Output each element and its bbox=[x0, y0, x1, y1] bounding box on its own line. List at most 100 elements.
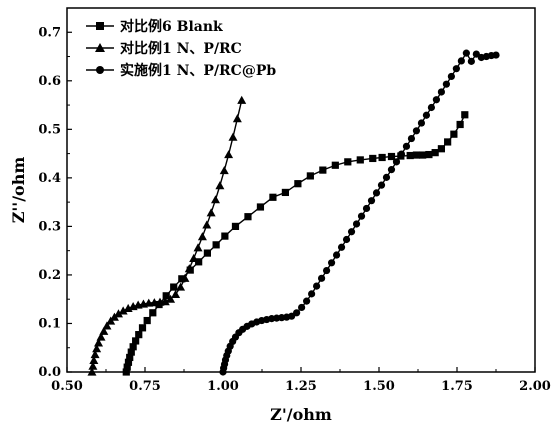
y-tick-label: 0.3 bbox=[38, 219, 61, 234]
triangle-marker bbox=[202, 220, 212, 229]
square-marker bbox=[212, 241, 220, 249]
circle-marker bbox=[308, 290, 316, 298]
triangle-marker bbox=[166, 294, 176, 303]
triangle-marker bbox=[193, 243, 203, 252]
circle-marker bbox=[462, 49, 470, 57]
square-marker bbox=[221, 232, 229, 240]
square-marker bbox=[461, 111, 469, 119]
x-tick-label: 2.00 bbox=[519, 379, 551, 394]
x-axis-title: Z'/ohm bbox=[270, 405, 332, 424]
square-marker bbox=[170, 283, 178, 291]
circle-marker bbox=[382, 173, 391, 181]
square-marker bbox=[294, 180, 302, 188]
square-marker bbox=[178, 275, 186, 283]
circle-marker bbox=[387, 166, 396, 174]
circle-marker bbox=[322, 266, 331, 275]
series-layer bbox=[87, 49, 500, 376]
square-marker bbox=[419, 151, 427, 159]
circle-marker bbox=[412, 127, 421, 135]
square-marker bbox=[126, 353, 134, 362]
square-marker bbox=[127, 348, 135, 356]
square-marker bbox=[450, 130, 458, 138]
circle-marker bbox=[317, 274, 326, 282]
square-marker bbox=[378, 153, 386, 162]
triangle-marker bbox=[224, 150, 234, 159]
circle-marker bbox=[362, 204, 371, 213]
square-marker bbox=[369, 154, 377, 163]
square-marker bbox=[143, 316, 151, 325]
square-marker bbox=[406, 151, 414, 160]
square-marker bbox=[124, 358, 133, 366]
circle-marker bbox=[313, 282, 321, 290]
circle-marker bbox=[442, 80, 450, 88]
triangle-marker bbox=[237, 95, 247, 104]
square-marker bbox=[256, 203, 265, 211]
series-circle bbox=[219, 49, 500, 376]
square-marker bbox=[356, 156, 364, 164]
triangle-marker bbox=[94, 338, 104, 347]
series-triangle bbox=[87, 95, 247, 376]
triangle-marker bbox=[89, 355, 99, 364]
triangle-marker bbox=[176, 282, 186, 291]
y-tick-label: 0.1 bbox=[38, 316, 61, 331]
circle-marker bbox=[96, 66, 104, 74]
circle-marker bbox=[467, 57, 475, 65]
square-marker bbox=[138, 324, 147, 332]
circle-marker bbox=[347, 228, 356, 236]
triangle-marker bbox=[87, 367, 97, 376]
square-marker bbox=[244, 213, 252, 221]
square-marker bbox=[387, 152, 396, 161]
circle-marker bbox=[377, 181, 386, 189]
triangle-marker bbox=[211, 195, 221, 204]
triangle-marker bbox=[118, 306, 128, 315]
y-tick-label: 0.6 bbox=[38, 74, 61, 89]
triangle-marker bbox=[92, 344, 102, 353]
square-marker bbox=[195, 258, 203, 266]
square-marker bbox=[456, 120, 464, 129]
square-marker bbox=[425, 150, 433, 159]
triangle-marker bbox=[96, 332, 106, 341]
square-marker bbox=[203, 249, 211, 257]
y-tick-label: 0.2 bbox=[38, 268, 61, 283]
legend-label: 对比例1 N、P/RC bbox=[120, 40, 242, 57]
circle-marker bbox=[452, 65, 460, 73]
triangle-marker bbox=[160, 297, 170, 306]
triangle-marker bbox=[171, 289, 181, 298]
series-line bbox=[91, 100, 243, 373]
y-tick-label: 0.7 bbox=[38, 25, 61, 40]
y-tick-label: 0.4 bbox=[38, 171, 61, 186]
triangle-marker bbox=[232, 114, 242, 123]
triangle-marker bbox=[228, 132, 238, 141]
series-line bbox=[222, 51, 497, 373]
square-marker bbox=[431, 149, 439, 157]
square-marker bbox=[122, 368, 130, 376]
x-tick-label: 0.75 bbox=[129, 379, 161, 394]
y-axis-title: Z''/ohm bbox=[9, 157, 28, 224]
circle-marker bbox=[492, 51, 500, 59]
y-tick-label: 0.5 bbox=[38, 122, 61, 137]
circle-marker bbox=[422, 111, 431, 119]
circle-marker bbox=[372, 189, 381, 197]
triangle-marker bbox=[206, 208, 216, 217]
circle-marker bbox=[457, 57, 465, 65]
circle-marker bbox=[402, 142, 411, 150]
circle-marker bbox=[437, 88, 445, 96]
square-marker bbox=[129, 343, 137, 351]
legend: 对比例6 Blank 对比例1 N、P/RC 实施例1 N、P/RC@Pb bbox=[86, 18, 276, 79]
x-tick-label: 1.50 bbox=[363, 379, 395, 394]
square-marker bbox=[231, 222, 240, 230]
square-marker bbox=[132, 337, 140, 345]
square-marker bbox=[344, 158, 352, 166]
triangle-marker bbox=[90, 350, 100, 359]
circle-marker bbox=[352, 220, 361, 228]
triangle-marker bbox=[88, 361, 98, 370]
square-marker bbox=[96, 22, 104, 30]
square-marker bbox=[331, 161, 339, 169]
triangle-marker bbox=[215, 181, 225, 190]
legend-label: 实施例1 N、P/RC@Pb bbox=[120, 62, 276, 79]
circle-marker bbox=[327, 259, 336, 267]
circle-marker bbox=[357, 212, 366, 220]
circle-marker bbox=[427, 103, 436, 112]
circle-marker bbox=[397, 150, 406, 158]
